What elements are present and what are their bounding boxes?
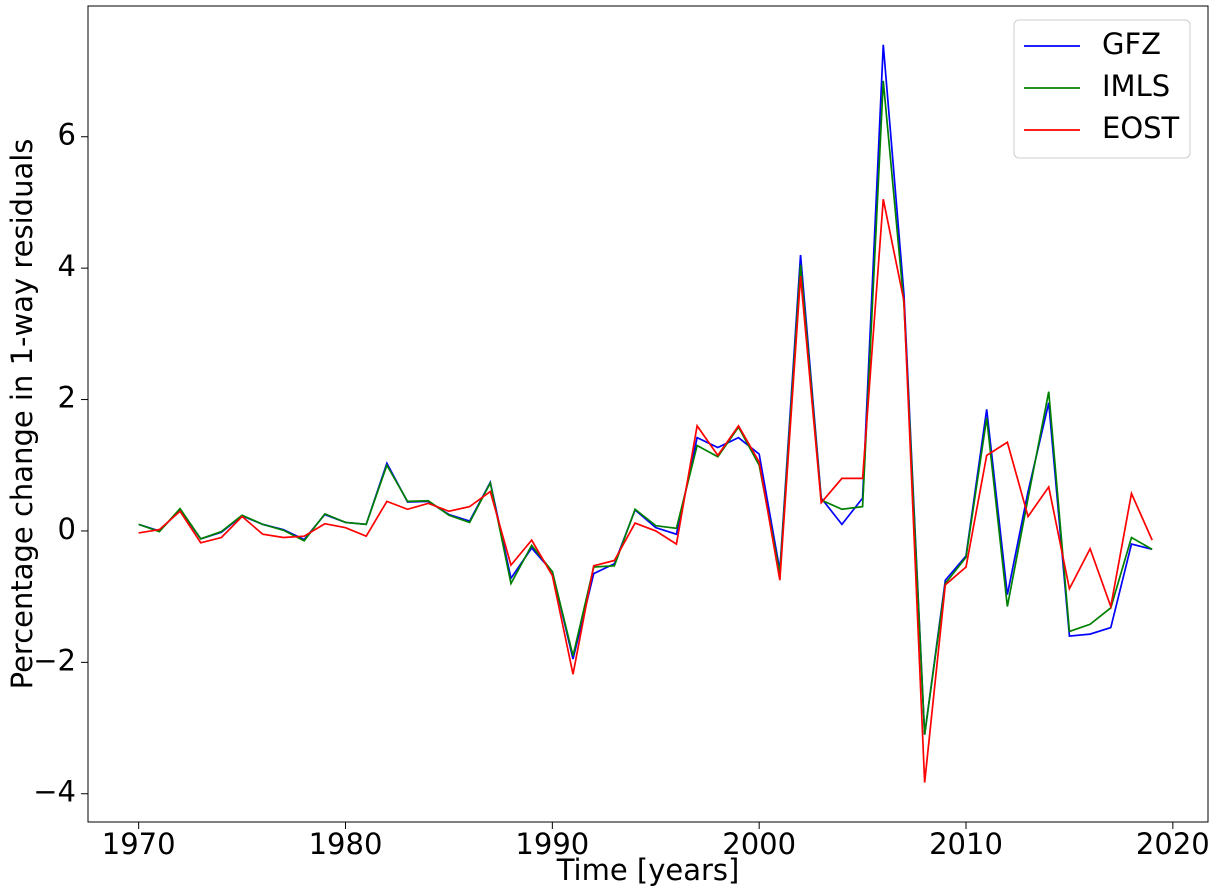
legend-box [1013,19,1191,159]
data-line [138,80,1153,735]
y-axis-label: Percentage change in 1-way residuals [5,139,39,690]
x-tick-label: 2010 [929,827,1003,861]
y-tick-label: 0 [58,512,76,546]
legend-label: EOST [1102,111,1180,145]
y-tick-label: −2 [33,643,76,677]
data-line [138,198,1153,783]
y-tick-label: 6 [58,118,76,152]
x-tick-label: 1990 [515,827,589,861]
x-tick-label: 2020 [1136,827,1210,861]
legend-label: GFZ [1102,27,1161,61]
y-tick-label: 4 [58,249,76,283]
y-tick-label: −4 [33,775,76,809]
x-tick-label: 2000 [722,827,796,861]
x-tick-label: 1980 [309,827,383,861]
legend-label: IMLS [1102,69,1170,103]
x-tick-label: 1970 [102,827,176,861]
plot-frame [87,5,1209,823]
x-axis-label: Time [years] [556,853,740,887]
data-line [138,44,1153,735]
y-tick-label: 2 [58,381,76,415]
